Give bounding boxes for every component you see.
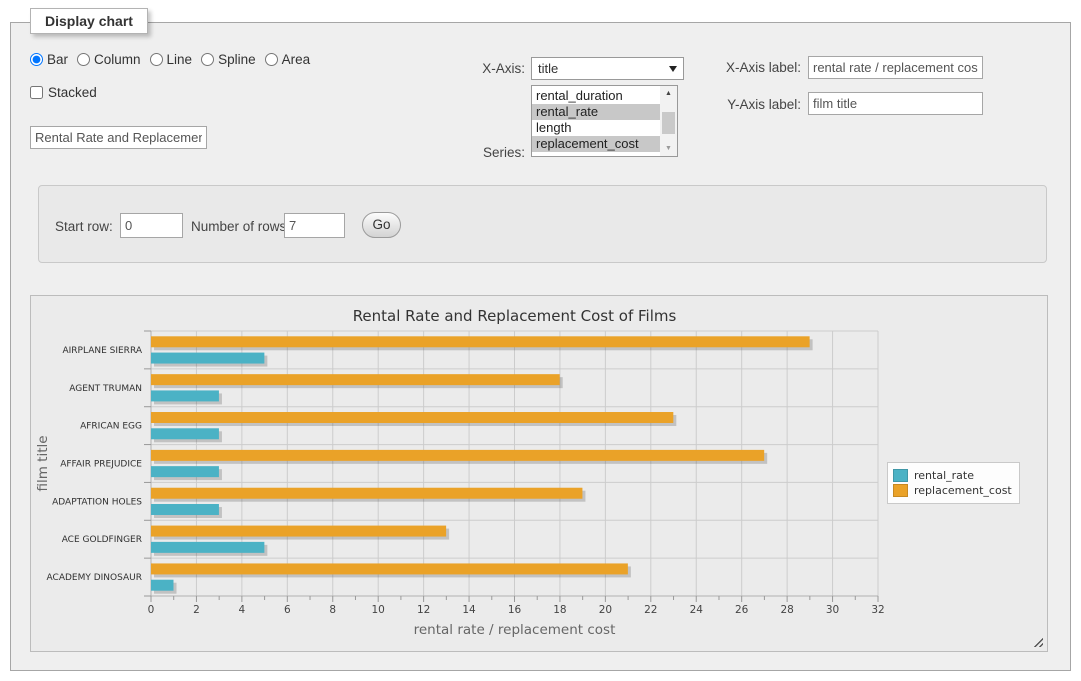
chart-type-option-line[interactable]: Line [150,52,193,67]
chart-type-option-spline[interactable]: Spline [201,52,256,67]
svg-text:AGENT TRUMAN: AGENT TRUMAN [69,384,142,394]
svg-text:Rental Rate and Replacement Co: Rental Rate and Replacement Cost of Film… [353,307,677,325]
legend-item-rental-rate: rental_rate [893,469,1012,482]
svg-text:rental rate / replacement cost: rental rate / replacement cost [414,622,616,638]
svg-text:8: 8 [329,604,336,616]
chart-type-option-bar[interactable]: Bar [30,52,68,67]
svg-text:AFFAIR PREJUDICE: AFFAIR PREJUDICE [60,460,142,470]
display-chart-panel: Display chart Bar Column Line Spline Are… [10,22,1071,671]
y-axis-label-field-label: Y-Axis label: [711,97,801,112]
bar-radio[interactable] [30,53,43,66]
series-option-rental-duration[interactable]: rental_duration [532,88,660,104]
svg-text:ACE GOLDFINGER: ACE GOLDFINGER [62,535,142,545]
svg-text:22: 22 [644,604,657,616]
legend-label-rental-rate: rental_rate [914,469,974,482]
svg-text:2: 2 [193,604,200,616]
svg-text:AIRPLANE SIERRA: AIRPLANE SIERRA [62,346,142,356]
chart-type-option-column[interactable]: Column [77,52,141,67]
spline-radio[interactable] [201,53,214,66]
number-of-rows-label: Number of rows: [191,219,290,234]
scroll-up-icon[interactable]: ▲ [660,86,677,101]
svg-text:6: 6 [284,604,291,616]
row-controls-box: Start row: Number of rows: Go [38,185,1047,263]
page: Display chart Bar Column Line Spline Are… [0,0,1081,681]
series-options: rental_duration rental_rate length repla… [532,86,660,156]
svg-text:0: 0 [148,604,155,616]
start-row-input[interactable] [120,213,183,238]
series-option-rental-rate[interactable]: rental_rate [532,104,660,120]
chart-type-radio-group: Bar Column Line Spline Area [30,52,319,67]
series-field-label: Series: [435,145,525,160]
svg-text:ACADEMY DINOSAUR: ACADEMY DINOSAUR [47,573,142,583]
scrollbar-thumb[interactable] [662,112,675,134]
area-radio[interactable] [265,53,278,66]
series-option-length[interactable]: length [532,120,660,136]
svg-text:16: 16 [508,604,522,616]
svg-text:14: 14 [462,604,476,616]
svg-text:ADAPTATION HOLES: ADAPTATION HOLES [52,497,142,507]
x-axis-label-input[interactable] [808,56,983,79]
x-axis-select[interactable]: title [531,57,684,80]
go-button[interactable]: Go [362,212,401,238]
scrollbar[interactable]: ▲ ▼ [660,86,677,156]
dropdown-arrow-icon [669,66,677,72]
chart-title-input[interactable] [30,126,207,149]
stacked-option[interactable]: Stacked [30,85,97,100]
replacement-cost-swatch-icon [893,484,908,497]
scroll-down-icon[interactable]: ▼ [660,141,677,156]
svg-text:26: 26 [735,604,749,616]
legend-label-replacement-cost: replacement_cost [914,484,1012,497]
svg-text:24: 24 [690,604,704,616]
svg-text:AFRICAN EGG: AFRICAN EGG [80,422,142,432]
series-option-replacement-cost[interactable]: replacement_cost [532,136,660,152]
spline-radio-label: Spline [218,52,256,67]
svg-text:30: 30 [826,604,839,616]
chart-legend: rental_rate replacement_cost [887,462,1020,504]
column-radio[interactable] [77,53,90,66]
svg-text:28: 28 [780,604,793,616]
legend-item-replacement-cost: replacement_cost [893,484,1012,497]
svg-text:20: 20 [599,604,612,616]
rental-rate-swatch-icon [893,469,908,482]
svg-text:4: 4 [239,604,246,616]
series-listbox[interactable]: rental_duration rental_rate length repla… [531,85,678,157]
chart-type-option-area[interactable]: Area [265,52,311,67]
number-of-rows-input[interactable] [284,213,345,238]
area-radio-label: Area [282,52,311,67]
svg-text:10: 10 [372,604,385,616]
column-radio-label: Column [94,52,141,67]
svg-text:18: 18 [553,604,566,616]
line-radio[interactable] [150,53,163,66]
stacked-label: Stacked [48,85,97,100]
svg-text:12: 12 [417,604,430,616]
chart-container: 02468101214161820222426283032AIRPLANE SI… [30,295,1048,652]
svg-text:32: 32 [871,604,884,616]
x-axis-field-label: X-Axis: [435,61,525,76]
line-radio-label: Line [167,52,193,67]
start-row-label: Start row: [55,219,113,234]
bar-radio-label: Bar [47,52,68,67]
stacked-checkbox[interactable] [30,86,43,99]
x-axis-label-field-label: X-Axis label: [711,60,801,75]
panel-title: Display chart [30,8,148,34]
y-axis-label-input[interactable] [808,92,983,115]
x-axis-selected-value: title [538,61,669,76]
svg-text:film title: film title [35,435,51,491]
